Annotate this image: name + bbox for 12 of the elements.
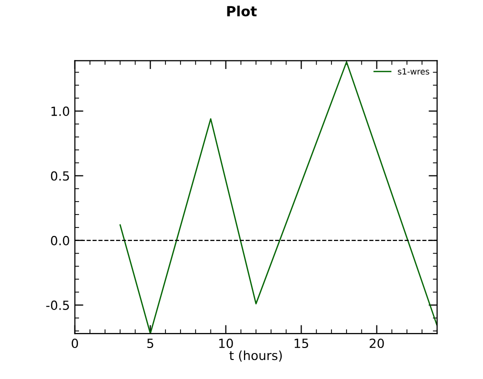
y-tick-label: 1.0 — [52, 106, 70, 116]
legend-label: s1-wres — [398, 68, 430, 75]
x-tick-label: 15 — [294, 338, 308, 348]
x-tick-label: 5 — [147, 338, 154, 348]
chart-title: Plot — [227, 6, 257, 16]
x-tick-label: 0 — [72, 338, 78, 348]
y-tick-label: 0.0 — [50, 236, 70, 246]
x-tick-label: 20 — [370, 338, 384, 348]
y-tick-label: 0.5 — [50, 171, 69, 181]
x-tick-label: 10 — [219, 338, 233, 348]
y-tick-label: -0.5 — [46, 300, 69, 310]
x-axis-title: t (hours) — [229, 350, 282, 362]
